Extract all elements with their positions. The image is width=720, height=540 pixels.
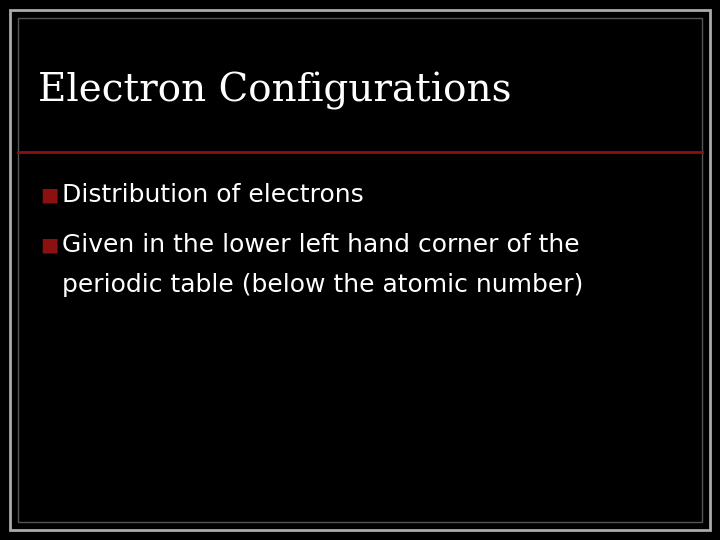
Text: periodic table (below the atomic number): periodic table (below the atomic number) <box>62 273 583 297</box>
Text: Given in the lower left hand corner of the: Given in the lower left hand corner of t… <box>62 233 580 257</box>
Text: Distribution of electrons: Distribution of electrons <box>62 183 364 207</box>
Text: ■: ■ <box>40 235 58 254</box>
Text: Electron Configurations: Electron Configurations <box>38 72 511 110</box>
Text: ■: ■ <box>40 186 58 205</box>
